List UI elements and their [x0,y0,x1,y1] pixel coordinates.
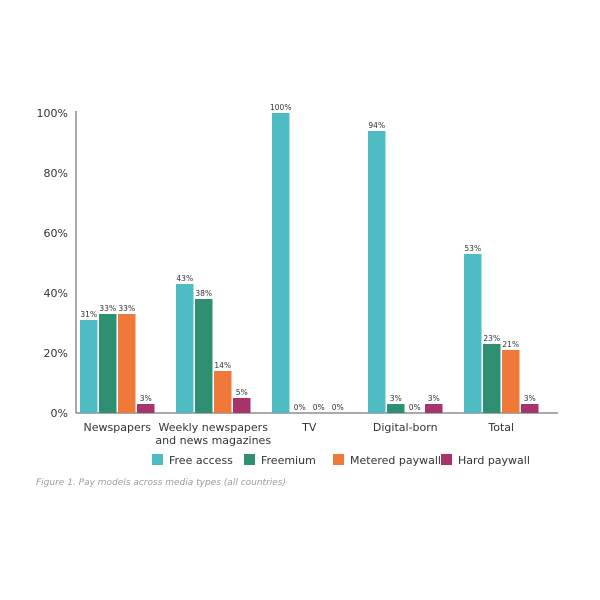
legend-entry-label: Metered paywall [350,454,441,467]
y-tick-label: 100% [37,107,68,120]
legend-swatch [333,454,344,465]
bar-free-access [272,113,290,413]
x-category-label: and news magazines [155,434,271,447]
bar-freemium [483,344,501,413]
y-tick-label: 0% [51,407,68,420]
bar-value-label: 21% [502,340,519,349]
bar-value-label: 0% [409,403,421,412]
bar-hard-paywall [233,398,251,413]
y-tick-label: 80% [44,167,68,180]
bar-metered-paywall [502,350,520,413]
bar-value-label: 31% [80,310,97,319]
chart-data-labels: 31% 43% 100% 94% 53% 33% 38% 0% 3% 23% 33% 14% 0% 0% 2… [80,103,535,412]
bar-value-label: 53% [464,244,481,253]
bar-free-access [176,284,194,413]
bar-value-label: 3% [140,394,152,403]
x-category-label: Digital-born [373,421,438,434]
bar-value-label: 3% [428,394,440,403]
bar-hard-paywall [425,404,443,413]
y-tick-label: 20% [44,347,68,360]
bar-value-label: 100% [270,103,291,112]
legend-entry-label: Hard paywall [458,454,530,467]
bar-freemium [387,404,405,413]
bar-value-label: 94% [368,121,385,130]
bar-value-label: 33% [118,304,135,313]
bar-value-label: 3% [524,394,536,403]
bar-value-label: 0% [313,403,325,412]
legend-entry-label: Freemium [261,454,316,467]
bar-hard-paywall [521,404,539,413]
x-category-label: Newspapers [84,421,152,434]
x-category-label: TV [301,421,317,434]
y-tick-label: 40% [44,287,68,300]
bar-freemium [99,314,117,413]
legend-swatch [152,454,163,465]
chart-bars [80,113,539,413]
bar-free-access [80,320,98,413]
bar-hard-paywall [137,404,155,413]
bar-free-access [464,254,482,413]
figure-caption: Figure 1. Pay models across media types … [36,478,287,488]
bar-metered-paywall [118,314,136,413]
chart-axes: 0% 20% 40% 60% 80% 100% [37,107,558,420]
bar-free-access [368,131,386,413]
bar-value-label: 23% [483,334,500,343]
chart-legend: Free access Freemium Metered paywall Hard p… [152,454,530,467]
legend-entry-label: Free access [169,454,233,467]
bar-value-label: 0% [294,403,306,412]
x-category-label: Total [487,421,514,434]
y-tick-label: 60% [44,227,68,240]
bar-value-label: 5% [236,388,248,397]
bar-freemium [195,299,213,413]
bar-value-label: 43% [176,274,193,283]
bar-value-label: 14% [214,361,231,370]
legend-swatch [244,454,255,465]
bar-value-label: 38% [195,289,212,298]
bar-metered-paywall [214,371,232,413]
legend-swatch [441,454,452,465]
x-category-label: Weekly newspapers [159,421,269,434]
bar-value-label: 3% [390,394,402,403]
bar-value-label: 33% [99,304,116,313]
bar-value-label: 0% [332,403,344,412]
